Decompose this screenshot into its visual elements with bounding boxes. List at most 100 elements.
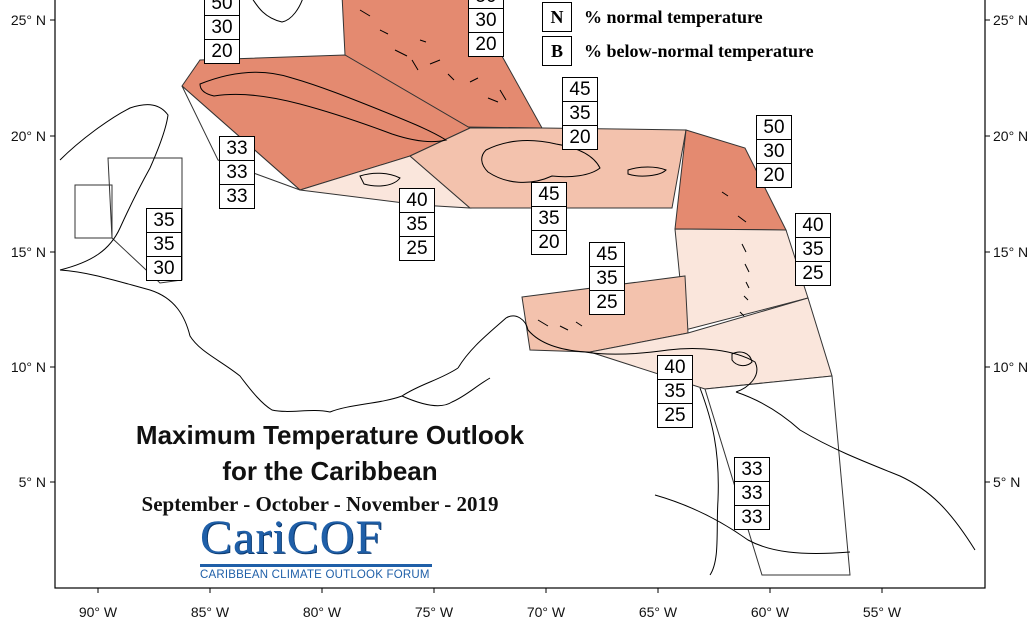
legend-text-below: % below-normal temperature: [584, 41, 814, 61]
prob-above: 45: [532, 183, 566, 207]
prob-normal: 30: [469, 9, 503, 33]
prob-normal: 33: [735, 482, 769, 506]
prob-below: 25: [802, 263, 824, 284]
prob-above: 50: [757, 116, 791, 140]
colombia-venezuela-coast: [457, 315, 758, 393]
lat-tick-label: 15° N: [11, 244, 46, 260]
prob-above: 40: [796, 214, 830, 238]
prob-above: 45: [563, 78, 597, 102]
florida-coast: [252, 0, 303, 23]
venezuela-border: [699, 387, 719, 576]
lat-tick-label: 20° N: [993, 128, 1028, 144]
prob-below: 20: [538, 232, 560, 253]
south-america-inland: [654, 494, 851, 554]
prob-above: 35: [147, 209, 181, 233]
prob-above: 40: [658, 356, 692, 380]
prob-above: 50: [469, 0, 503, 9]
lon-tick-label: 85° W: [191, 604, 230, 620]
lon-tick-label: 60° W: [751, 604, 790, 620]
trinidad-coast: [731, 351, 753, 367]
yucatan-coast: [59, 104, 169, 271]
lon-tick-labels: 90° W 85° W 80° W 75° W 70° W 65° W 60° …: [79, 604, 902, 620]
lat-tick-marks: [50, 19, 990, 483]
south-america-coast: [735, 391, 976, 551]
prob-normal: 35: [590, 267, 624, 291]
prob-normal: 30: [205, 16, 239, 40]
lat-tick-label: 10° N: [11, 359, 46, 375]
prob-box-guianas: 33 33 33: [734, 457, 770, 530]
prob-normal: 35: [532, 207, 566, 231]
map-subtitle: September - October - November - 2019: [141, 492, 499, 516]
prob-below: 25: [406, 238, 428, 259]
prob-above: 40: [400, 189, 434, 213]
prob-below: 20: [763, 165, 785, 186]
lat-tick-labels-left: 25° N 20° N 15° N 10° N 5° N: [11, 12, 46, 490]
lat-tick-label: 10° N: [993, 359, 1028, 375]
lat-tick-label: 25° N: [993, 12, 1028, 28]
lat-tick-label: 15° N: [993, 244, 1028, 260]
abc-islands: [537, 319, 583, 331]
prob-box-northern-bahamas: 50 30 20: [204, 0, 240, 64]
coastlines: [59, 0, 976, 576]
prob-normal: 35: [400, 213, 434, 237]
cuba-coast: [199, 71, 448, 143]
prob-below: 33: [226, 186, 248, 207]
legend-below: B % below-normal temperature: [542, 36, 814, 66]
legend-key-below: B: [542, 36, 572, 66]
prob-above: 50: [205, 0, 239, 16]
prob-below: 20: [211, 41, 233, 62]
prob-below: 33: [741, 507, 763, 528]
prob-box-hispaniola: 45 35 20: [531, 182, 567, 255]
prob-box-southern-bahamas: 50 30 20: [468, 0, 504, 57]
prob-normal: 35: [147, 233, 181, 257]
bahamas-islands: [359, 9, 507, 103]
caricof-logo: CariCOF CARIBBEAN CLIMATE OUTLOOK FORUM: [200, 514, 440, 581]
lat-tick-labels-right: 25° N 20° N 15° N 10° N 5° N: [993, 12, 1028, 490]
logo-subtitle: CARIBBEAN CLIMATE OUTLOOK FORUM: [200, 569, 430, 581]
prob-normal: 35: [658, 380, 692, 404]
prob-box-abc-islands: 45 35 25: [589, 242, 625, 315]
prob-box-central-america: 35 35 30: [146, 208, 182, 281]
prob-below: 25: [664, 405, 686, 426]
puerto-rico-coast: [627, 166, 667, 177]
central-america-coast: [59, 269, 459, 413]
lat-tick-label: 5° N: [19, 474, 46, 490]
prob-box-trinidad-tobago: 40 35 25: [657, 355, 693, 428]
hispaniola-coast: [481, 140, 601, 183]
prob-box-windward-islands: 40 35 25: [795, 213, 831, 286]
legend-normal: N % normal temperature: [542, 2, 763, 32]
lon-tick-label: 90° W: [79, 604, 118, 620]
prob-below: 30: [153, 258, 175, 279]
panama-isthmus: [401, 377, 491, 407]
prob-below: 20: [569, 127, 591, 148]
prob-above: 33: [735, 458, 769, 482]
prob-normal: 30: [757, 140, 791, 164]
map-title-line2: for the Caribbean: [222, 456, 438, 486]
jamaica-coast: [359, 172, 401, 187]
lat-tick-label: 5° N: [993, 474, 1020, 490]
lat-tick-label: 20° N: [11, 128, 46, 144]
prob-normal: 33: [220, 161, 254, 185]
logo-wordmark: CariCOF: [200, 511, 384, 564]
prob-below: 25: [596, 292, 618, 313]
legend-text-normal: % normal temperature: [584, 7, 763, 27]
prob-box-turks-caicos: 45 35 20: [562, 77, 598, 150]
lon-tick-label: 75° W: [415, 604, 454, 620]
prob-above: 33: [220, 137, 254, 161]
prob-above: 45: [590, 243, 624, 267]
lon-tick-label: 55° W: [863, 604, 902, 620]
prob-below: 20: [475, 34, 497, 55]
lon-tick-label: 65° W: [639, 604, 678, 620]
lon-tick-label: 70° W: [527, 604, 566, 620]
prob-normal: 35: [796, 238, 830, 262]
lat-tick-label: 25° N: [11, 12, 46, 28]
prob-box-jamaica: 40 35 25: [399, 188, 435, 261]
legend-key-normal: N: [542, 2, 572, 32]
logo-rule: [200, 564, 432, 567]
zone-central-america-poly: [107, 157, 183, 284]
zone-belize-poly: [74, 184, 113, 239]
map-title-line1: Maximum Temperature Outlook: [135, 420, 525, 450]
prob-box-leeward-islands: 50 30 20: [756, 115, 792, 188]
lesser-antilles: [721, 191, 750, 317]
